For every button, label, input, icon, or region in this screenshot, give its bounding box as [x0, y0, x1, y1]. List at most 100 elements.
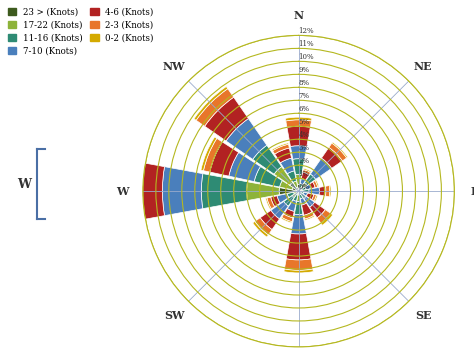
Bar — [280, 158, 294, 174]
Bar — [321, 213, 333, 225]
Bar — [301, 183, 307, 189]
Bar — [301, 172, 309, 180]
Bar — [299, 191, 300, 192]
Bar — [293, 192, 298, 194]
Bar — [301, 192, 304, 194]
Bar — [210, 142, 238, 176]
Bar — [273, 144, 289, 154]
Bar — [305, 215, 315, 220]
Bar — [126, 160, 139, 222]
Bar — [122, 159, 129, 223]
Bar — [291, 214, 306, 234]
Bar — [281, 217, 292, 223]
Text: NE: NE — [414, 61, 432, 72]
Bar — [310, 202, 325, 218]
Bar — [305, 184, 311, 189]
Text: NW: NW — [163, 61, 185, 72]
Bar — [314, 195, 318, 202]
Bar — [253, 221, 268, 237]
Bar — [162, 167, 203, 216]
Bar — [137, 162, 164, 220]
Bar — [267, 197, 274, 209]
Bar — [303, 170, 310, 175]
Bar — [293, 181, 298, 188]
Bar — [292, 193, 297, 198]
Bar — [287, 171, 296, 182]
Bar — [296, 174, 301, 185]
Bar — [254, 166, 282, 187]
Bar — [284, 269, 313, 273]
Bar — [310, 182, 315, 188]
Bar — [292, 188, 299, 191]
Bar — [302, 187, 306, 190]
Bar — [301, 203, 312, 215]
Bar — [291, 146, 307, 159]
Bar — [280, 181, 293, 190]
Bar — [300, 192, 301, 193]
Bar — [253, 145, 282, 174]
Bar — [304, 174, 316, 185]
Bar — [296, 191, 299, 193]
Bar — [274, 148, 292, 163]
Bar — [299, 190, 300, 191]
Text: E: E — [470, 185, 474, 197]
Bar — [319, 186, 326, 196]
Bar — [246, 182, 280, 200]
Bar — [287, 192, 294, 198]
Bar — [300, 183, 303, 188]
Text: SW: SW — [164, 310, 184, 321]
Bar — [303, 192, 308, 196]
Bar — [271, 201, 288, 219]
Bar — [287, 200, 296, 211]
Bar — [299, 191, 300, 192]
Bar — [300, 192, 302, 194]
Bar — [309, 187, 319, 195]
Bar — [321, 147, 342, 168]
Bar — [298, 185, 300, 191]
Bar — [304, 212, 314, 219]
Bar — [277, 194, 289, 203]
Bar — [332, 142, 348, 158]
Bar — [299, 191, 300, 192]
Bar — [297, 195, 301, 201]
Bar — [284, 259, 313, 270]
Bar — [226, 119, 267, 159]
Bar — [300, 198, 306, 205]
Text: SE: SE — [415, 310, 431, 321]
Bar — [297, 192, 298, 195]
Bar — [205, 97, 248, 141]
Bar — [299, 187, 301, 190]
Text: W: W — [116, 185, 129, 197]
Bar — [265, 198, 271, 210]
Bar — [285, 117, 312, 121]
Bar — [297, 187, 299, 191]
Bar — [300, 190, 302, 192]
Bar — [271, 196, 280, 207]
Bar — [329, 185, 331, 197]
Bar — [297, 191, 299, 192]
Bar — [303, 168, 311, 173]
Bar — [283, 196, 294, 206]
Text: N: N — [293, 10, 304, 21]
Bar — [298, 191, 299, 193]
Bar — [298, 191, 299, 195]
Bar — [272, 143, 289, 151]
Legend: 23 > (Knots), 17-22 (Knots), 11-16 (Knots), 7-10 (Knots), 4-6 (Knots), 2-3 (Knot: 23 > (Knots), 17-22 (Knots), 11-16 (Knot… — [4, 4, 157, 59]
Bar — [282, 214, 293, 222]
Bar — [255, 218, 272, 235]
Bar — [293, 194, 298, 201]
Bar — [326, 185, 330, 197]
Bar — [299, 192, 301, 195]
Bar — [299, 188, 302, 191]
Bar — [229, 153, 260, 182]
Bar — [286, 233, 311, 260]
Bar — [294, 201, 303, 215]
Bar — [317, 210, 331, 223]
Bar — [279, 188, 299, 195]
Bar — [310, 158, 332, 179]
Bar — [300, 189, 302, 191]
Bar — [201, 174, 247, 209]
Bar — [196, 88, 234, 126]
Bar — [300, 178, 306, 185]
Bar — [194, 86, 228, 120]
